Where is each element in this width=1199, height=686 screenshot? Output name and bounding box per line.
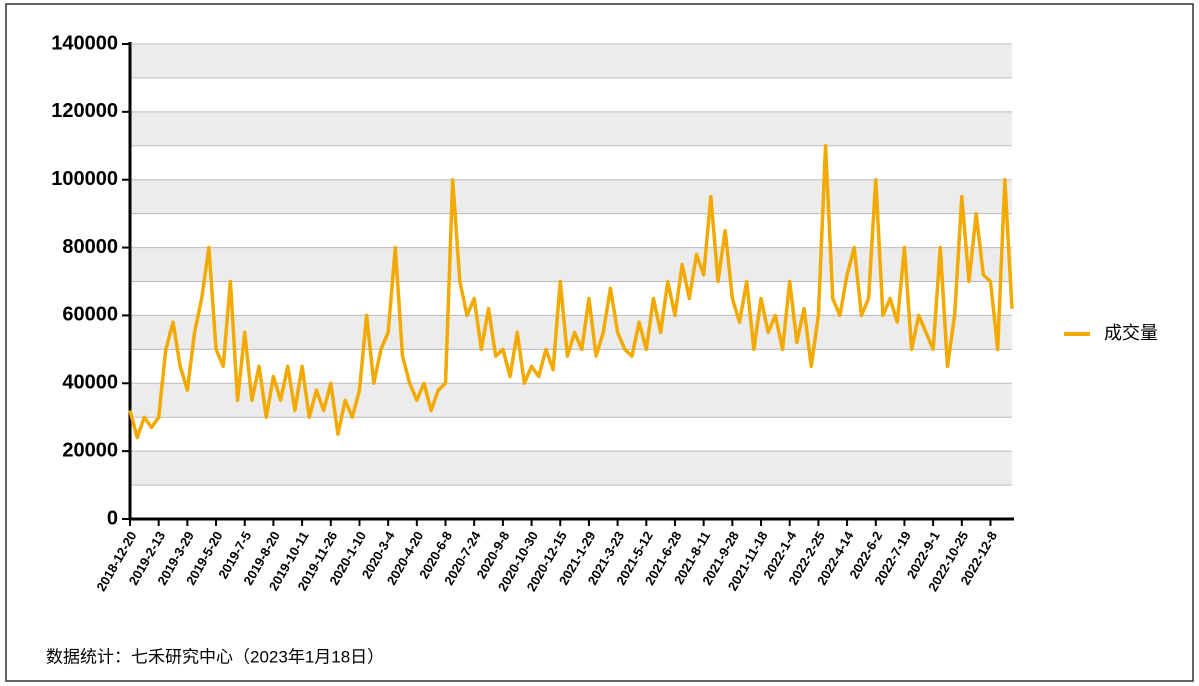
y-tick-label: 20000 [62,439,118,461]
y-tick-label: 0 [107,507,118,529]
grid-band [130,247,1012,282]
grid-band [130,111,1012,146]
line-series [128,144,1014,440]
legend-label: 成交量 [1104,323,1158,343]
grid-band [130,44,1012,78]
y-tick-label: 40000 [62,372,118,394]
y-tick-label: 120000 [51,100,118,122]
footnote: 数据统计：七禾研究中心（2023年1月18日） [46,647,384,666]
grid-band [130,179,1012,214]
grid-band [130,451,1012,486]
y-tick-label: 100000 [51,168,118,190]
y-tick-label: 140000 [51,32,118,54]
y-tick-label: 80000 [62,236,118,258]
y-tick-label: 60000 [62,304,118,326]
